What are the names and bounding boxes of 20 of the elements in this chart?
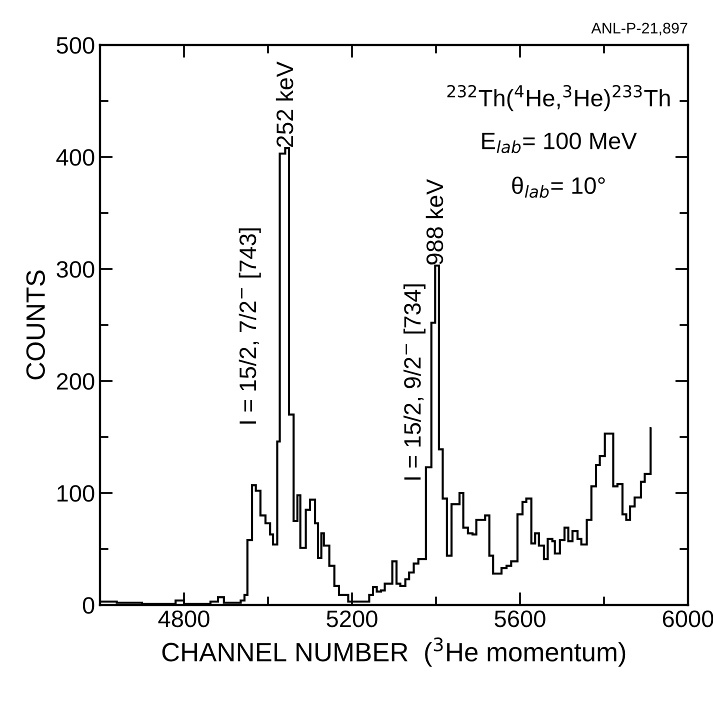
annotation: I = 15/2, 9/2$^{−}$ [734] xyxy=(403,284,426,480)
y-tick-label: 200 xyxy=(56,373,94,390)
x-tick-label: 5200 xyxy=(326,610,378,628)
x-axis-title: CHANNEL NUMBER ($^{3}$He momentum) xyxy=(162,637,626,667)
annotation: θ$_{lab}$= 10° xyxy=(512,176,605,198)
annotation: 252 keV xyxy=(276,62,294,147)
x-tick-label: 6000 xyxy=(662,610,713,628)
y-tick-label: 100 xyxy=(58,485,94,502)
x-tick-label: 5600 xyxy=(494,610,546,628)
y-tick-label: 300 xyxy=(56,261,94,278)
annotation: I = 15/2, 7/2$^{−}$ [743] xyxy=(238,228,261,424)
y-axis-title: COUNTS xyxy=(26,270,45,380)
annotation: E$_{lab}$= 100 MeV xyxy=(482,132,637,154)
y-tick-label: 0 xyxy=(82,597,94,614)
y-tick-label: 400 xyxy=(56,149,94,166)
y-tick-label: 500 xyxy=(56,37,94,54)
annotation: $^{232}$Th($^{4}$He,$^{3}$He)$^{233}$Th xyxy=(447,84,670,112)
annotation: 988 keV xyxy=(426,179,444,265)
x-tick-label: 4800 xyxy=(158,610,210,628)
text: ANL-P-21,897 xyxy=(591,22,688,36)
